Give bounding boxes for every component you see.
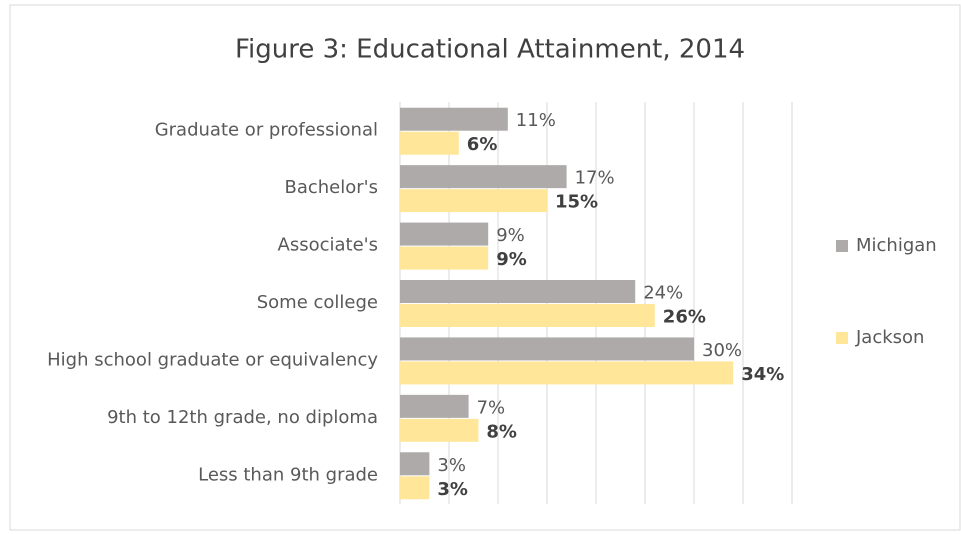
data-label: 3%: [437, 455, 466, 476]
data-label: 6%: [467, 134, 498, 155]
bar: [400, 280, 636, 303]
data-label: 9%: [496, 225, 525, 246]
data-label: 24%: [643, 283, 683, 304]
y-tick-label: Less than 9th grade: [198, 464, 378, 485]
data-label: 9%: [496, 249, 527, 270]
bar: [400, 131, 459, 155]
legend-label: Michigan: [856, 235, 937, 256]
y-tick-label: Graduate or professional: [155, 120, 378, 141]
bar: [400, 337, 694, 361]
chart-title: Figure 3: Educational Attainment, 2014: [235, 35, 745, 65]
bar: [400, 452, 430, 476]
bar: [400, 361, 734, 385]
data-label: 7%: [477, 397, 506, 418]
data-label: 11%: [516, 110, 556, 131]
legend-label: Jackson: [855, 327, 924, 348]
y-tick-label: Associate's: [278, 235, 378, 256]
y-tick-label: High school graduate or equivalency: [47, 349, 378, 370]
data-label: 3%: [437, 479, 468, 500]
data-label: 34%: [741, 364, 784, 385]
bar: [400, 222, 489, 246]
legend-swatch: [836, 332, 848, 344]
y-tick-label: Bachelor's: [285, 177, 379, 198]
bar: [400, 304, 655, 327]
bar: [400, 476, 430, 500]
data-label: 26%: [663, 307, 706, 328]
bar: [400, 189, 547, 213]
bar: [400, 107, 508, 131]
bar: [400, 394, 469, 418]
y-tick-label: 9th to 12th grade, no diploma: [107, 407, 378, 428]
legend-swatch: [836, 240, 848, 252]
data-label: 17%: [575, 168, 615, 189]
data-label: 15%: [555, 192, 598, 213]
y-tick-label: Some college: [257, 292, 378, 313]
data-label: 8%: [486, 421, 517, 442]
data-label: 30%: [702, 340, 742, 361]
bar: [400, 165, 567, 189]
bar: [400, 418, 479, 442]
bar: [400, 246, 489, 270]
